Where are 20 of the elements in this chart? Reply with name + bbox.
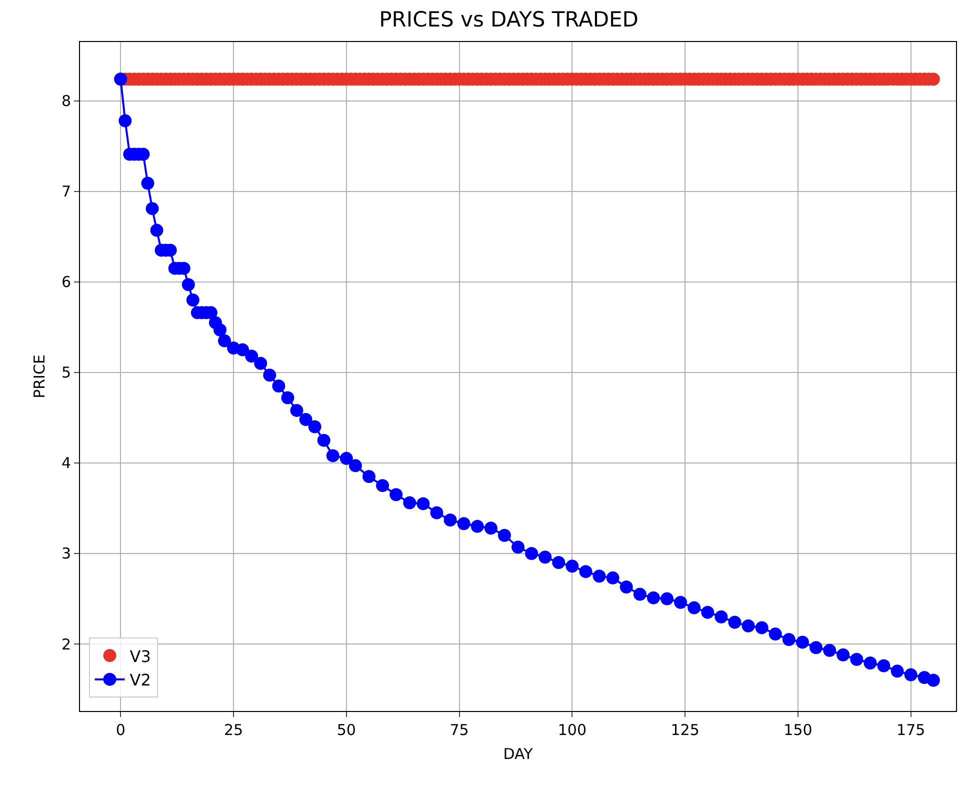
y-tick-label: 4 <box>61 454 71 472</box>
y-axis-title: PRICE <box>30 354 49 398</box>
y-tick-label: 8 <box>61 92 71 110</box>
y-tick-label: 5 <box>61 364 71 382</box>
y-tick-label: 2 <box>61 635 71 654</box>
y-tick-label: 3 <box>61 544 71 563</box>
x-tick-label: 75 <box>450 721 469 739</box>
x-tick-label: 50 <box>336 721 356 739</box>
y-tick-label: 6 <box>61 273 71 292</box>
x-axis-title: DAY <box>503 745 534 763</box>
legend-label: V3 <box>130 646 151 666</box>
x-tick-label: 175 <box>896 721 926 739</box>
chart-title: PRICES vs DAYS TRADED <box>379 8 638 32</box>
legend-label: V2 <box>130 670 151 690</box>
x-tick-label: 0 <box>116 721 126 739</box>
x-tick-label: 125 <box>670 721 700 739</box>
x-tick-label: 100 <box>558 721 587 739</box>
y-tick-label: 7 <box>61 182 71 201</box>
x-tick-label: 150 <box>784 721 812 739</box>
x-tick-label: 25 <box>224 721 244 739</box>
